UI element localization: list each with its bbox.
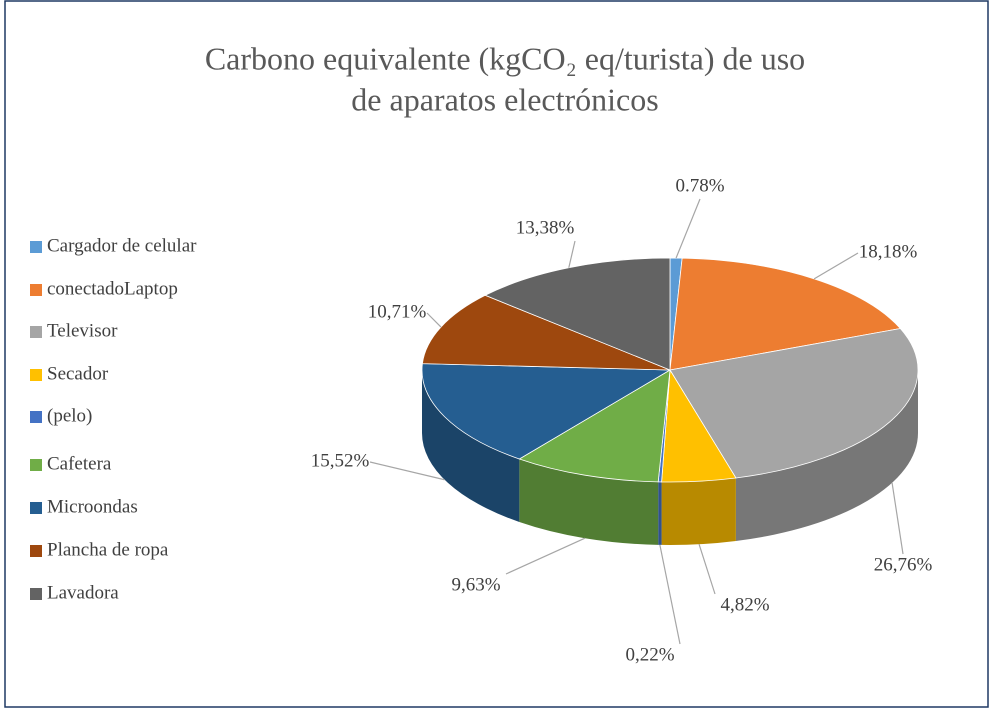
legend-swatch [30,241,42,253]
data-label: 18,18% [859,241,918,262]
legend-swatch [30,502,42,514]
leader-line [426,312,442,328]
legend-label: Secador [47,363,109,384]
leader-line [659,544,681,645]
legend-swatch [30,545,42,557]
data-label: 10,71% [368,301,427,322]
leader-line [568,240,576,268]
leader-line [891,482,904,555]
pie-slice [421,294,671,371]
legend-label: Plancha de ropa [47,539,169,560]
legend-label: Lavadora [47,582,119,603]
pie-slice [421,363,672,460]
legend-swatch [30,326,42,338]
leader-line [505,537,586,575]
legend-swatch [30,459,42,471]
data-label: 0.78% [675,175,724,196]
legend-swatch [30,588,42,600]
legend-swatch [30,284,42,296]
data-label: 9,63% [451,574,500,595]
leader-line [675,198,701,259]
pie-side [735,370,918,541]
pie-slice [669,257,902,371]
pie-side [658,481,662,545]
legend-swatch [30,411,42,423]
data-label: 26,76% [874,554,933,575]
legend-label: (pelo) [47,405,92,426]
legend-label: Microondas [47,496,138,517]
data-label: 15,52% [311,450,370,471]
legend-swatch [30,369,42,381]
chart-title: Carbono equivalente (kgCO₂ eq/turista) d… [205,40,805,76]
leader-line [369,461,445,481]
legend-label: Televisor [47,320,118,341]
legend-label: Cargador de celular [47,235,197,256]
pie-side [422,370,520,522]
pie-side [661,477,736,545]
leader-line [813,252,859,280]
pie-slice [518,369,671,483]
pie-slice [669,328,919,479]
data-label: 4,82% [720,594,769,615]
data-label: 13,38% [516,217,575,238]
chart-title: de aparatos electrónicos [351,81,658,117]
data-label: 0,22% [625,644,674,665]
legend-label: Cafetera [47,453,112,474]
legend-label: conectadoLaptop [47,278,178,299]
pie-slice [484,257,671,371]
leader-line [698,544,716,595]
